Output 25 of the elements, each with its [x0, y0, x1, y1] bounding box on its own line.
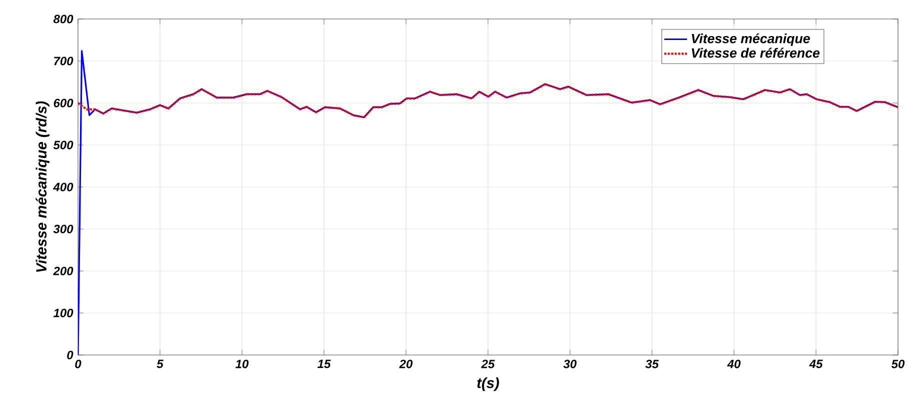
x-tick-label: 5 — [156, 360, 164, 368]
y-tick-label: 100 — [53, 308, 74, 318]
x-tick-label: 0 — [75, 360, 82, 368]
x-tick-label: 15 — [318, 360, 331, 368]
y-tick-label: 0 — [67, 350, 74, 360]
x-tick-label: 10 — [236, 360, 249, 368]
x-tick-label: 50 — [891, 360, 905, 368]
x-tick-label: 40 — [727, 360, 741, 368]
legend-label: Vitesse de référence — [692, 48, 820, 58]
y-tick-label: 400 — [53, 182, 74, 192]
y-tick-label: 700 — [54, 56, 74, 66]
x-tick-label: 25 — [481, 360, 495, 368]
y-tick-label: 600 — [54, 98, 74, 108]
line-series — [78, 83, 898, 118]
y-tick-label: 800 — [53, 14, 74, 24]
x-tick-label: 35 — [645, 360, 659, 368]
x-tick-label: 20 — [399, 360, 413, 368]
x-tick-label: 30 — [563, 360, 577, 368]
y-tick-label: 300 — [53, 224, 74, 234]
y-axis-title: Vitesse mécanique (rd/s) — [36, 101, 50, 272]
legend-label: Vitesse mécanique — [692, 33, 810, 46]
x-axis-title: t(s) — [477, 377, 499, 392]
x-tick-label: 45 — [809, 360, 823, 368]
y-tick-label: 500 — [53, 140, 74, 150]
y-tick-label: 200 — [53, 266, 74, 276]
